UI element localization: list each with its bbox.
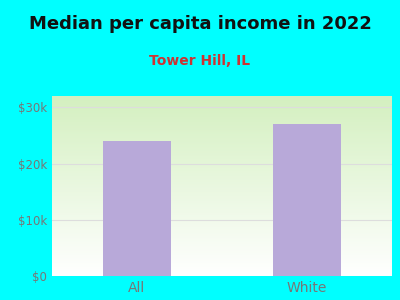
Bar bbox=[273, 124, 341, 276]
Bar bbox=[103, 141, 171, 276]
Text: Median per capita income in 2022: Median per capita income in 2022 bbox=[28, 15, 372, 33]
Text: Tower Hill, IL: Tower Hill, IL bbox=[150, 54, 250, 68]
